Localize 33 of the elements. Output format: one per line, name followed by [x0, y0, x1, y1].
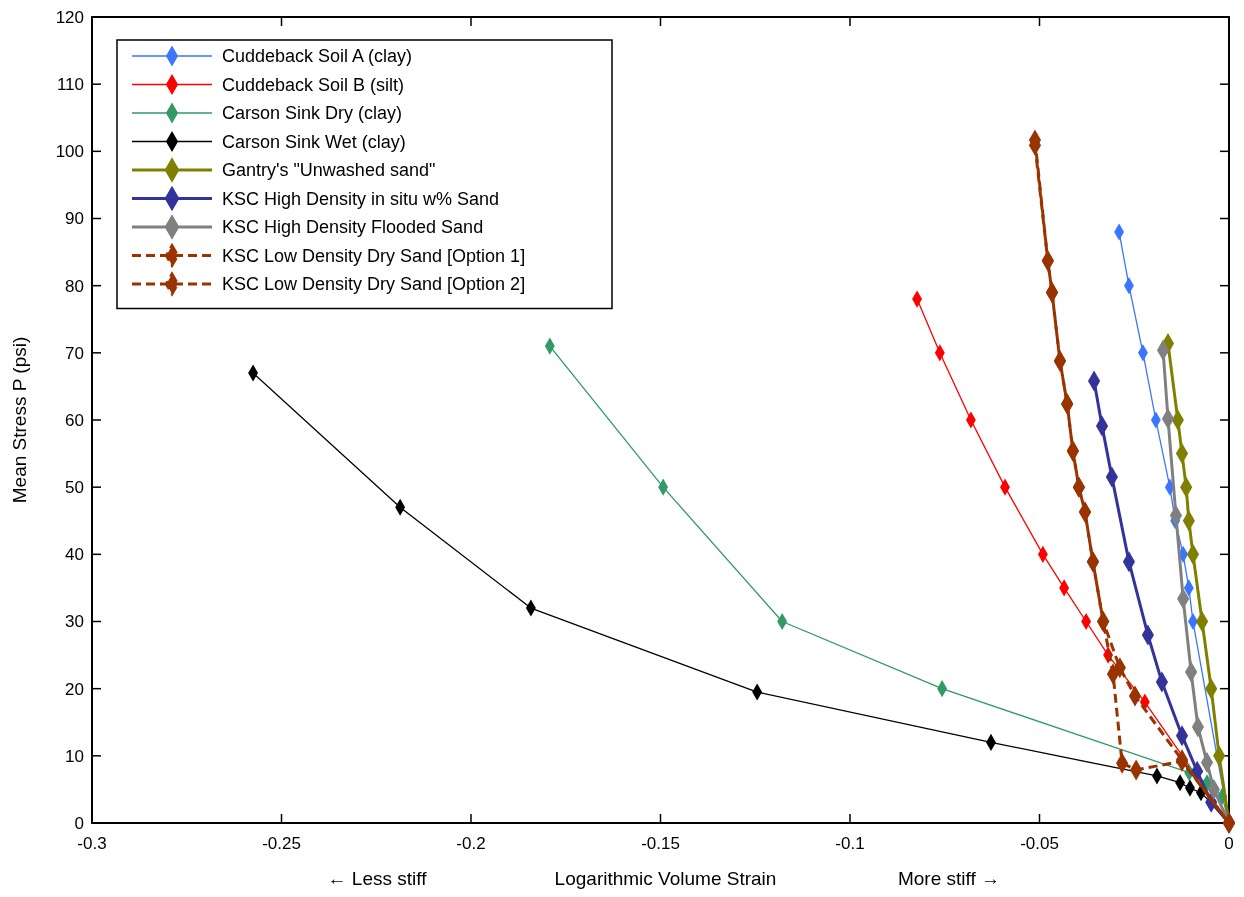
- y-tick-label: 60: [65, 410, 84, 430]
- legend-label: KSC Low Density Dry Sand [Option 1]: [222, 245, 526, 266]
- legend-label: KSC Low Density Dry Sand [Option 2]: [222, 274, 526, 295]
- legend-label: Gantry's "Unwashed sand": [222, 160, 436, 181]
- legend-label: Cuddeback Soil B (silt): [222, 74, 405, 95]
- x-tick-label: -0.2: [456, 834, 486, 853]
- y-tick-label: 80: [65, 276, 84, 296]
- y-tick-label: 120: [55, 7, 84, 27]
- y-tick-label: 90: [65, 209, 84, 229]
- x-tick-label: -0.1: [835, 834, 865, 853]
- legend-label: Cuddeback Soil A (clay): [222, 46, 413, 67]
- legend-label: KSC High Density in situ w% Sand: [222, 188, 500, 209]
- y-tick-label: 0: [74, 813, 84, 833]
- x-tick-label: -0.05: [1020, 834, 1059, 853]
- legend-label: KSC High Density Flooded Sand: [222, 217, 484, 238]
- x-tick-label: -0.15: [641, 834, 680, 853]
- y-tick-label: 50: [65, 478, 84, 498]
- x-tick-label: -0.25: [262, 834, 301, 853]
- x-tick-label: -0.3: [77, 834, 107, 853]
- x-axis-title: Logarithmic Volume Strain: [554, 868, 777, 889]
- legend-label: Carson Sink Wet (clay): [222, 131, 406, 152]
- y-tick-label: 10: [65, 746, 84, 766]
- y-tick-label: 20: [65, 679, 84, 699]
- y-tick-label: 30: [65, 612, 84, 632]
- y-tick-label: 70: [65, 343, 84, 363]
- y-tick-label: 40: [65, 545, 84, 565]
- y-tick-label: 110: [56, 75, 84, 95]
- y-tick-label: 100: [55, 142, 84, 162]
- y-axis-title: Mean Stress P (psi): [9, 336, 30, 504]
- x-tick-label: 0: [1224, 834, 1234, 853]
- text: ← Less stiff: [327, 868, 428, 889]
- text: More stiff →: [897, 868, 1001, 889]
- legend-label: Carson Sink Dry (clay): [222, 103, 403, 124]
